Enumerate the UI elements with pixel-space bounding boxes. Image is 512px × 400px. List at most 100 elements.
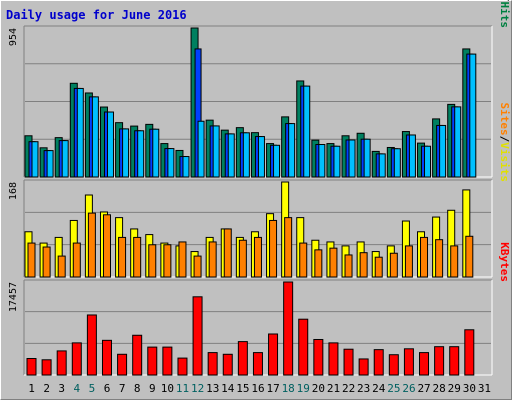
bar-pages [257,136,265,178]
legend-sites: Sites [498,103,511,136]
bar-sites [329,247,338,278]
bar-pages [122,128,130,178]
bar-kbytes [313,338,324,376]
bar-pages [333,145,341,178]
x-tick-label: 8 [134,382,141,395]
bar-kbytes [388,354,399,376]
bar-sites [465,235,474,278]
bar-sites [72,242,81,278]
x-tick-label: 16 [251,382,264,395]
bar-sites [223,228,232,278]
bar-pages [167,148,175,178]
bar-pages [227,133,235,178]
bar-kbytes [162,346,173,376]
bar-pages [31,141,39,178]
bar-pages [61,140,69,178]
x-tick-label: 23 [357,382,370,395]
x-tick-label: 27 [417,382,430,395]
bar-kbytes [26,358,37,376]
bar-kbytes [41,359,52,376]
bar-pages [318,144,326,178]
bar-pages [439,124,447,178]
bar-pages [393,148,401,178]
bar-pages [182,156,190,178]
bar-pages [76,87,84,178]
bar-sites [435,239,444,278]
bar-sites [118,236,127,278]
bar-kbytes [449,346,460,376]
x-tick-label: 12 [191,382,204,395]
bar-sites [27,242,36,278]
bar-kbytes [222,353,233,376]
x-tick-label: 10 [161,382,174,395]
bar-kbytes [268,333,279,376]
side-legend: KBytes [498,242,511,282]
bar-kbytes [358,358,369,376]
legend-kbytes: KBytes [498,242,511,282]
max-value-label: 168 [8,182,19,200]
x-tick-label: 29 [448,382,461,395]
bar-kbytes [86,314,97,376]
bar-pages [273,144,281,178]
bar-pages [46,150,54,178]
bar-pages [288,123,296,178]
max-value-label: 17457 [8,282,19,312]
x-tick-label: 15 [236,382,249,395]
x-tick-label: 25 [387,382,400,395]
bar-sites [359,252,368,278]
bar-sites [42,246,51,278]
bar-kbytes [373,349,384,376]
x-tick-label: 4 [74,382,81,395]
bar-kbytes [343,348,354,376]
bar-sites [420,236,429,278]
x-tick-label: 1 [28,382,35,395]
bar-kbytes [56,350,67,376]
x-tick-label: 31 [478,382,491,395]
bar-pages [106,111,114,178]
bar-kbytes [419,352,430,376]
bar-sites [178,241,187,278]
bar-sites [133,236,142,278]
x-tick-label: 7 [119,382,126,395]
bar-kbytes [464,329,475,376]
bar-sites [374,256,383,278]
x-tick-label: 14 [221,382,235,395]
bar-sites [284,217,293,278]
bar-kbytes [207,352,218,376]
bar-pages [408,134,416,178]
x-tick-label: 17 [266,382,279,395]
x-tick-label: 21 [327,382,340,395]
bar-sites [344,254,353,278]
max-value-label: 954 [8,28,19,46]
bar-pages [378,153,386,178]
bar-pages [91,96,99,178]
bar-kbytes [192,296,203,376]
bar-kbytes [147,346,158,376]
bar-pages [137,130,145,178]
legend-visits: Visits [498,142,511,182]
x-tick-label: 26 [402,382,415,395]
bar-kbytes [328,342,339,376]
x-tick-label: 28 [433,382,446,395]
x-tick-label: 22 [342,382,355,395]
bar-sites [299,242,308,278]
x-tick-label: 30 [463,382,476,395]
x-tick-label: 24 [372,382,386,395]
bar-sites [193,255,202,278]
bar-pages [469,53,477,178]
bar-kbytes [298,318,309,376]
bar-sites [314,249,323,278]
bar-kbytes [403,348,414,376]
bar-pages [363,138,371,178]
bar-sites [163,244,172,278]
bar-kbytes [71,342,82,376]
side-legend: Pages/Files/Hits [498,0,511,28]
bar-sites [389,252,398,278]
bar-sites [238,239,247,278]
x-tick-label: 3 [58,382,65,395]
bar-sites [269,219,278,278]
bar-sites [87,212,96,278]
x-tick-label: 13 [206,382,219,395]
legend-slash: / [498,136,511,143]
